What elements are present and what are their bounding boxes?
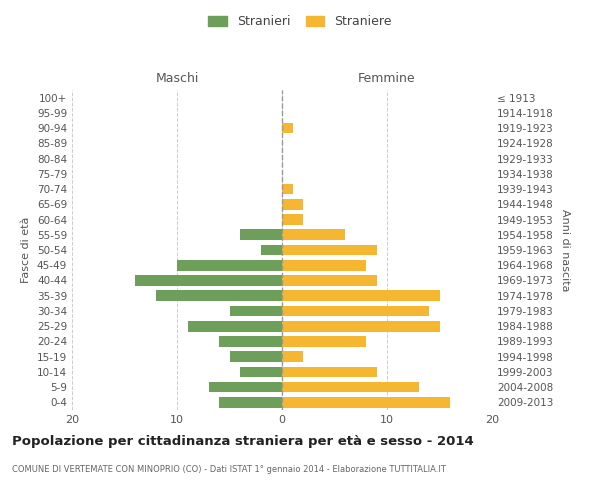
Bar — [240, 366, 282, 377]
Bar — [282, 244, 377, 256]
Bar — [219, 397, 282, 407]
Bar — [282, 366, 377, 377]
Bar — [187, 321, 282, 332]
Y-axis label: Fasce di età: Fasce di età — [22, 217, 31, 283]
Bar — [177, 260, 282, 270]
Bar — [282, 306, 429, 316]
Bar — [261, 244, 282, 256]
Bar — [240, 230, 282, 240]
Bar — [282, 336, 366, 347]
Legend: Stranieri, Straniere: Stranieri, Straniere — [205, 11, 395, 32]
Bar — [135, 275, 282, 286]
Text: Femmine: Femmine — [358, 72, 416, 85]
Bar — [282, 397, 450, 407]
Bar — [282, 214, 303, 225]
Bar — [282, 260, 366, 270]
Bar — [229, 306, 282, 316]
Text: COMUNE DI VERTEMATE CON MINOPRIO (CO) - Dati ISTAT 1° gennaio 2014 - Elaborazion: COMUNE DI VERTEMATE CON MINOPRIO (CO) - … — [12, 465, 446, 474]
Bar — [282, 352, 303, 362]
Bar — [282, 321, 439, 332]
Text: Maschi: Maschi — [155, 72, 199, 85]
Bar — [282, 123, 293, 134]
Bar — [282, 230, 345, 240]
Y-axis label: Anni di nascita: Anni di nascita — [560, 209, 570, 291]
Bar — [282, 184, 293, 194]
Bar — [282, 382, 419, 392]
Bar — [209, 382, 282, 392]
Bar — [282, 199, 303, 209]
Bar — [282, 290, 439, 301]
Text: Popolazione per cittadinanza straniera per età e sesso - 2014: Popolazione per cittadinanza straniera p… — [12, 435, 474, 448]
Bar — [282, 275, 377, 286]
Bar — [156, 290, 282, 301]
Bar — [219, 336, 282, 347]
Bar — [229, 352, 282, 362]
